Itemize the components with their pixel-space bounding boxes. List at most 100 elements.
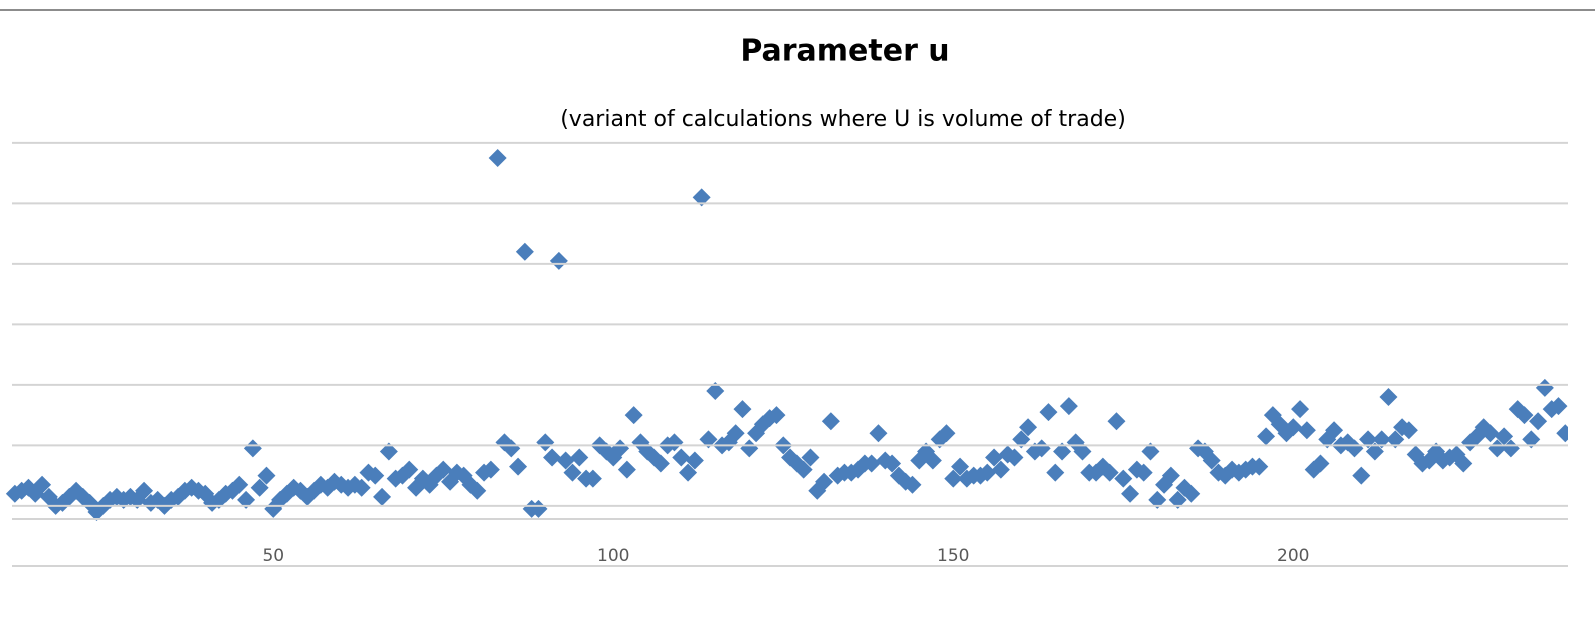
point: [1121, 484, 1140, 503]
point: [1134, 463, 1153, 482]
point: [570, 448, 589, 467]
point: [1386, 430, 1405, 449]
point: [1352, 466, 1371, 485]
point: [1073, 442, 1092, 461]
chart-subtitle: (variant of calculations where U is volu…: [560, 107, 1126, 132]
point: [1168, 490, 1187, 509]
point: [1161, 466, 1180, 485]
point: [1032, 439, 1051, 458]
point: [373, 487, 392, 506]
point: [583, 469, 602, 488]
point: [692, 188, 711, 207]
point: [903, 475, 922, 494]
point: [1454, 454, 1473, 473]
point: [1325, 421, 1344, 440]
point: [869, 424, 888, 443]
point: [706, 381, 725, 400]
point: [529, 499, 548, 518]
point: [434, 460, 453, 479]
point: [556, 451, 575, 470]
point: [563, 463, 582, 482]
point: [665, 433, 684, 452]
point: [1297, 421, 1316, 440]
point: [1515, 406, 1534, 425]
point: [1522, 430, 1541, 449]
point: [1549, 397, 1568, 416]
point: [257, 466, 276, 485]
point: [379, 442, 398, 461]
point: [679, 463, 698, 482]
point: [883, 454, 902, 473]
point: [862, 454, 881, 473]
point: [549, 251, 568, 270]
point: [1372, 430, 1391, 449]
point: [543, 448, 562, 467]
point: [624, 406, 643, 425]
point: [1311, 454, 1330, 473]
point: [951, 457, 970, 476]
point: [509, 457, 528, 476]
point: [1100, 463, 1119, 482]
x-tick-label: 150: [937, 546, 969, 566]
point: [237, 490, 256, 509]
point: [1114, 469, 1133, 488]
x-tick-label: 200: [1277, 546, 1309, 566]
x-tick-label: 100: [597, 546, 629, 566]
point: [699, 430, 718, 449]
point: [19, 478, 38, 497]
point: [985, 448, 1004, 467]
point: [243, 439, 262, 458]
point: [1399, 421, 1418, 440]
point: [515, 242, 534, 261]
point: [250, 478, 269, 497]
point: [1257, 427, 1276, 446]
point: [1359, 430, 1378, 449]
point: [821, 412, 840, 431]
point: [611, 439, 630, 458]
point: [1291, 400, 1310, 419]
point: [794, 460, 813, 479]
point: [1284, 418, 1303, 437]
point: [1488, 439, 1507, 458]
point: [1365, 442, 1384, 461]
point: [1059, 397, 1078, 416]
point: [740, 439, 759, 458]
point: [651, 454, 670, 473]
point: [1012, 430, 1031, 449]
point: [937, 424, 956, 443]
point: [135, 481, 154, 500]
point: [672, 448, 691, 467]
point: [1005, 448, 1024, 467]
point: [978, 463, 997, 482]
point: [1039, 403, 1058, 422]
point: [685, 451, 704, 470]
point: [1501, 439, 1520, 458]
point: [1202, 451, 1221, 470]
point: [1148, 490, 1167, 509]
point: [1182, 484, 1201, 503]
plot-area: [5, 149, 1568, 521]
point: [1141, 442, 1160, 461]
point: [617, 460, 636, 479]
point: [944, 469, 963, 488]
point: [53, 493, 72, 512]
point: [1019, 418, 1038, 437]
point: [1379, 388, 1398, 406]
point: [1107, 412, 1126, 431]
point: [33, 475, 52, 494]
point: [923, 451, 942, 470]
point: [1529, 412, 1548, 431]
point: [468, 481, 487, 500]
point: [1053, 442, 1072, 461]
point: [366, 466, 385, 485]
point: [1046, 463, 1065, 482]
point: [1250, 457, 1269, 476]
point: [1556, 424, 1568, 443]
point: [726, 424, 745, 443]
chart-title: Parameter u: [740, 34, 949, 69]
x-tick-label: 50: [262, 546, 284, 566]
point: [1495, 427, 1514, 446]
point: [815, 472, 834, 491]
point: [1345, 439, 1364, 458]
